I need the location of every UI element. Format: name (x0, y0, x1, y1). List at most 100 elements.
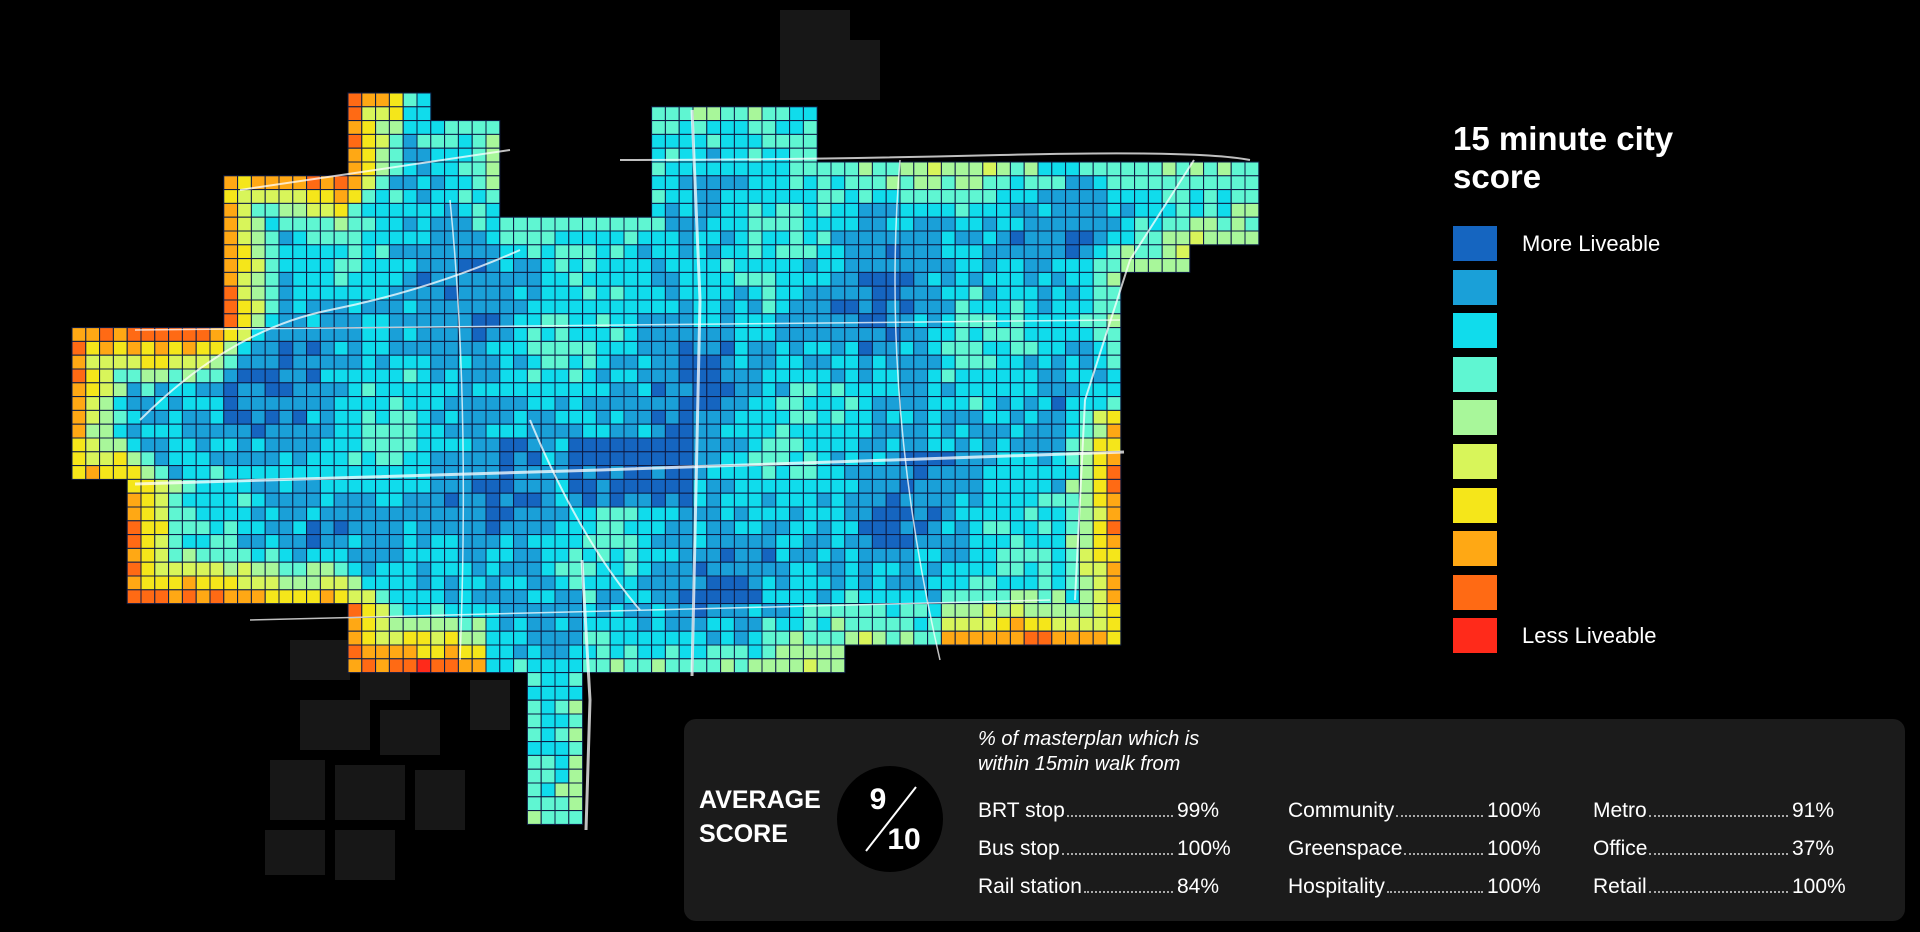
grid-cell (885, 423, 901, 439)
grid-cell (1009, 630, 1025, 646)
grid-cell (1009, 216, 1025, 232)
grid-cell (1092, 258, 1108, 273)
grid-cell (154, 478, 170, 494)
grid-cell (237, 175, 252, 191)
grid-cell (844, 396, 860, 411)
grid-cell (526, 340, 542, 356)
grid-cell (858, 189, 873, 204)
grid-cell (899, 258, 915, 273)
grid-cell (720, 313, 735, 329)
grid-cell (540, 589, 556, 605)
grid-cell (651, 271, 666, 287)
grid-cell (706, 230, 722, 246)
grid-cell (444, 299, 459, 315)
grid-cell (706, 644, 722, 660)
grid-cell (568, 589, 584, 605)
grid-cell (678, 285, 694, 301)
grid-cell (664, 589, 680, 605)
grid-cell (637, 216, 653, 232)
grid-cell (637, 561, 653, 577)
grid-cell (526, 616, 542, 632)
grid-cell (499, 271, 515, 287)
grid-cell (830, 396, 846, 411)
grid-cell (720, 244, 735, 260)
grid-cell (416, 465, 432, 480)
grid-cell (968, 327, 984, 342)
grid-cell (264, 520, 280, 536)
grid-cell (540, 685, 556, 701)
grid-cell (940, 616, 956, 632)
grid-cell (1078, 630, 1094, 646)
grid-cell (692, 616, 708, 632)
grid-cell (250, 575, 266, 591)
grid-cell (402, 244, 418, 260)
grid-cell (733, 327, 749, 342)
grid-cell (278, 520, 294, 536)
grid-cell (954, 285, 970, 301)
grid-cell (927, 161, 942, 177)
metric-value: 99% (1177, 799, 1220, 822)
grid-cell (871, 451, 887, 467)
grid-cell (1092, 589, 1108, 605)
grid-cell (457, 575, 473, 591)
grid-cell (996, 616, 1011, 632)
grid-cell (844, 492, 860, 508)
grid-cell (1106, 478, 1122, 494)
grid-cell (802, 561, 818, 577)
grid-cell (430, 506, 446, 522)
grid-cell (1065, 189, 1080, 204)
grid-cell (250, 244, 266, 260)
grid-cell (223, 299, 239, 315)
grid-cell (747, 216, 763, 232)
grid-cell (526, 396, 542, 411)
grid-cell (499, 589, 515, 605)
grid-cell (306, 230, 321, 246)
grid-cell (361, 575, 377, 591)
grid-cell (1037, 561, 1053, 577)
grid-cell (885, 396, 901, 411)
grid-cell (1106, 616, 1122, 632)
grid-cell (168, 506, 183, 522)
grid-cell (982, 423, 998, 439)
grid-cell (830, 561, 846, 577)
grid-cell (899, 340, 915, 356)
grid-cell (195, 506, 211, 522)
grid-cell (375, 437, 390, 453)
grid-cell (402, 313, 418, 329)
grid-cell (996, 465, 1011, 480)
grid-cell (789, 285, 804, 301)
grid-cell (844, 465, 860, 480)
grid-cell (789, 244, 804, 260)
grid-cell (637, 299, 653, 315)
grid-cell (913, 313, 929, 329)
grid-cell (416, 340, 432, 356)
grid-cell (1009, 368, 1025, 384)
grid-cell (982, 478, 998, 494)
grid-cell (402, 520, 418, 536)
grid-cell (540, 741, 556, 756)
grid-cell (802, 616, 818, 632)
grid-cell (513, 409, 528, 425)
grid-cell (664, 547, 680, 563)
grid-cell (623, 575, 639, 591)
grid-cell (85, 423, 101, 439)
grid-cell (733, 313, 749, 329)
grid-cell (816, 616, 832, 632)
grid-cell (85, 327, 101, 342)
grid-cell (982, 230, 998, 246)
grid-cell (1023, 630, 1039, 646)
grid-cell (623, 368, 639, 384)
grid-cell (264, 575, 280, 591)
grid-cell (595, 616, 611, 632)
grid-cell (706, 244, 722, 260)
grid-cell (858, 299, 873, 315)
grid-cell (568, 685, 584, 701)
metric-row: Retail 100% (1593, 875, 1847, 901)
grid-cell (223, 561, 239, 577)
grid-cell (112, 437, 128, 453)
grid-cell (582, 423, 597, 439)
grid-cell (1106, 561, 1122, 577)
grid-cell (664, 285, 680, 301)
grid-cell (982, 465, 998, 480)
grid-cell (1023, 175, 1039, 191)
